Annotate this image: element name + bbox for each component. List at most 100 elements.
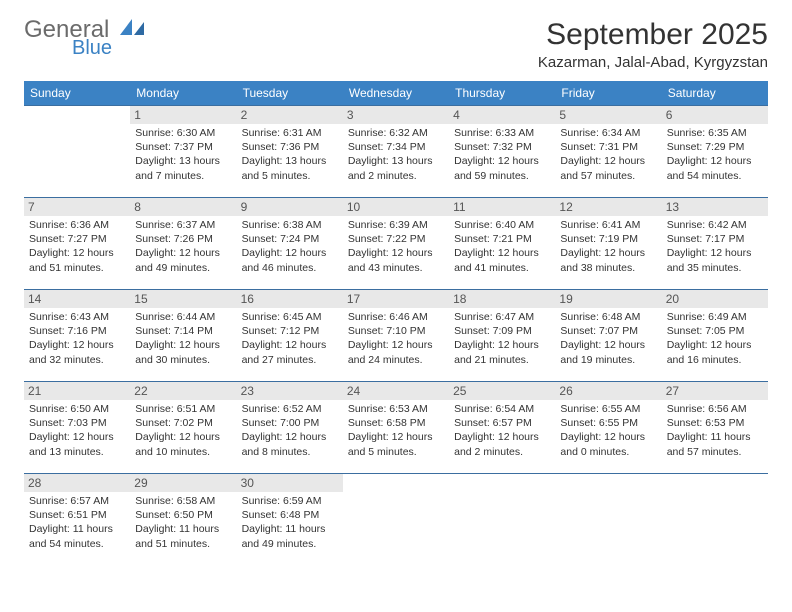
- day-number: 8: [130, 198, 236, 216]
- daylight-text: Daylight: 11 hours and 49 minutes.: [242, 522, 338, 550]
- brand-line2: Blue: [72, 38, 146, 58]
- sunrise-text: Sunrise: 6:46 AM: [348, 310, 444, 324]
- calendar-day-cell: 2Sunrise: 6:31 AMSunset: 7:36 PMDaylight…: [237, 106, 343, 198]
- day-number: 5: [555, 106, 661, 124]
- daylight-text: Daylight: 12 hours and 27 minutes.: [242, 338, 338, 366]
- calendar-week-row: 14Sunrise: 6:43 AMSunset: 7:16 PMDayligh…: [24, 290, 768, 382]
- sunrise-text: Sunrise: 6:55 AM: [560, 402, 656, 416]
- daylight-text: Daylight: 12 hours and 57 minutes.: [560, 154, 656, 182]
- calendar-table: SundayMondayTuesdayWednesdayThursdayFrid…: [24, 81, 768, 566]
- sunrise-text: Sunrise: 6:33 AM: [454, 126, 550, 140]
- sunrise-text: Sunrise: 6:30 AM: [135, 126, 231, 140]
- sunrise-text: Sunrise: 6:51 AM: [135, 402, 231, 416]
- sunrise-text: Sunrise: 6:31 AM: [242, 126, 338, 140]
- sunrise-text: Sunrise: 6:39 AM: [348, 218, 444, 232]
- daylight-text: Daylight: 12 hours and 21 minutes.: [454, 338, 550, 366]
- daylight-text: Daylight: 12 hours and 19 minutes.: [560, 338, 656, 366]
- day-number: 27: [662, 382, 768, 400]
- sunset-text: Sunset: 7:16 PM: [29, 324, 125, 338]
- sunrise-text: Sunrise: 6:47 AM: [454, 310, 550, 324]
- daylight-text: Daylight: 13 hours and 7 minutes.: [135, 154, 231, 182]
- sunset-text: Sunset: 6:50 PM: [135, 508, 231, 522]
- day-number: 18: [449, 290, 555, 308]
- sunset-text: Sunset: 6:53 PM: [667, 416, 763, 430]
- sunrise-text: Sunrise: 6:50 AM: [29, 402, 125, 416]
- day-number: 16: [237, 290, 343, 308]
- day-info: Sunrise: 6:49 AMSunset: 7:05 PMDaylight:…: [667, 310, 763, 367]
- sunset-text: Sunset: 6:57 PM: [454, 416, 550, 430]
- calendar-day-cell: 15Sunrise: 6:44 AMSunset: 7:14 PMDayligh…: [130, 290, 236, 382]
- daylight-text: Daylight: 11 hours and 54 minutes.: [29, 522, 125, 550]
- sunrise-text: Sunrise: 6:40 AM: [454, 218, 550, 232]
- day-info: Sunrise: 6:30 AMSunset: 7:37 PMDaylight:…: [135, 126, 231, 183]
- calendar-day-cell: 30Sunrise: 6:59 AMSunset: 6:48 PMDayligh…: [237, 474, 343, 566]
- day-info: Sunrise: 6:32 AMSunset: 7:34 PMDaylight:…: [348, 126, 444, 183]
- sunset-text: Sunset: 7:03 PM: [29, 416, 125, 430]
- day-number: 1: [130, 106, 236, 124]
- sunset-text: Sunset: 7:07 PM: [560, 324, 656, 338]
- calendar-day-cell: 11Sunrise: 6:40 AMSunset: 7:21 PMDayligh…: [449, 198, 555, 290]
- sunset-text: Sunset: 7:00 PM: [242, 416, 338, 430]
- sunset-text: Sunset: 7:22 PM: [348, 232, 444, 246]
- day-info: Sunrise: 6:42 AMSunset: 7:17 PMDaylight:…: [667, 218, 763, 275]
- day-header: Sunday: [24, 81, 130, 106]
- sunrise-text: Sunrise: 6:34 AM: [560, 126, 656, 140]
- daylight-text: Daylight: 12 hours and 35 minutes.: [667, 246, 763, 274]
- day-info: Sunrise: 6:54 AMSunset: 6:57 PMDaylight:…: [454, 402, 550, 459]
- sunset-text: Sunset: 7:32 PM: [454, 140, 550, 154]
- day-number: 28: [24, 474, 130, 492]
- day-number: 21: [24, 382, 130, 400]
- calendar-day-cell: 10Sunrise: 6:39 AMSunset: 7:22 PMDayligh…: [343, 198, 449, 290]
- sunrise-text: Sunrise: 6:59 AM: [242, 494, 338, 508]
- day-info: Sunrise: 6:55 AMSunset: 6:55 PMDaylight:…: [560, 402, 656, 459]
- day-info: Sunrise: 6:57 AMSunset: 6:51 PMDaylight:…: [29, 494, 125, 551]
- day-header-row: SundayMondayTuesdayWednesdayThursdayFrid…: [24, 81, 768, 106]
- sunrise-text: Sunrise: 6:45 AM: [242, 310, 338, 324]
- daylight-text: Daylight: 12 hours and 51 minutes.: [29, 246, 125, 274]
- calendar-day-cell: 12 Sunrise: 6:41 AMSunset: 7:19 PMDayligh…: [555, 198, 661, 290]
- calendar-week-row: 1 Sunrise: 6:30 AMSunset: 7:37 PMDaylight…: [24, 106, 768, 198]
- day-info: Sunrise: 6:47 AMSunset: 7:09 PMDaylight:…: [454, 310, 550, 367]
- daylight-text: Daylight: 12 hours and 13 minutes.: [29, 430, 125, 458]
- day-number: 2: [237, 106, 343, 124]
- daylight-text: Daylight: 12 hours and 32 minutes.: [29, 338, 125, 366]
- day-number: 12: [555, 198, 661, 216]
- day-info: Sunrise: 6:56 AMSunset: 6:53 PMDaylight:…: [667, 402, 763, 459]
- page-title: September 2025: [538, 18, 768, 52]
- calendar-week-row: 7Sunrise: 6:36 AMSunset: 7:27 PMDaylight…: [24, 198, 768, 290]
- daylight-text: Daylight: 12 hours and 24 minutes.: [348, 338, 444, 366]
- sunrise-text: Sunrise: 6:56 AM: [667, 402, 763, 416]
- sunset-text: Sunset: 6:55 PM: [560, 416, 656, 430]
- daylight-text: Daylight: 12 hours and 41 minutes.: [454, 246, 550, 274]
- day-number: 25: [449, 382, 555, 400]
- daylight-text: Daylight: 11 hours and 57 minutes.: [667, 430, 763, 458]
- day-info: Sunrise: 6:37 AMSunset: 7:26 PMDaylight:…: [135, 218, 231, 275]
- sunrise-text: Sunrise: 6:57 AM: [29, 494, 125, 508]
- day-info: Sunrise: 6:43 AMSunset: 7:16 PMDaylight:…: [29, 310, 125, 367]
- day-number: 4: [449, 106, 555, 124]
- calendar-day-cell: 25 Sunrise: 6:54 AMSunset: 6:57 PMDayligh…: [449, 382, 555, 474]
- sunset-text: Sunset: 6:48 PM: [242, 508, 338, 522]
- sunrise-text: Sunrise: 6:58 AM: [135, 494, 231, 508]
- day-info: Sunrise: 6:59 AMSunset: 6:48 PMDaylight:…: [242, 494, 338, 551]
- sunrise-text: Sunrise: 6:43 AM: [29, 310, 125, 324]
- daylight-text: Daylight: 12 hours and 0 minutes.: [560, 430, 656, 458]
- daylight-text: Daylight: 12 hours and 54 minutes.: [667, 154, 763, 182]
- daylight-text: Daylight: 13 hours and 2 minutes.: [348, 154, 444, 182]
- calendar-day-cell: 13Sunrise: 6:42 AMSunset: 7:17 PMDayligh…: [662, 198, 768, 290]
- day-number: 9: [237, 198, 343, 216]
- calendar-day-cell: 19Sunrise: 6:48 AMSunset: 7:07 PMDayligh…: [555, 290, 661, 382]
- calendar-day-cell: 29Sunrise: 6:58 AMSunset: 6:50 PMDayligh…: [130, 474, 236, 566]
- calendar-week-row: 21Sunrise: 6:50 AMSunset: 7:03 PMDayligh…: [24, 382, 768, 474]
- calendar-day-cell: 18 Sunrise: 6:47 AMSunset: 7:09 PMDayligh…: [449, 290, 555, 382]
- day-info: Sunrise: 6:41 AMSunset: 7:19 PMDaylight:…: [560, 218, 656, 275]
- sunrise-text: Sunrise: 6:48 AM: [560, 310, 656, 324]
- daylight-text: Daylight: 12 hours and 49 minutes.: [135, 246, 231, 274]
- sunrise-text: Sunrise: 6:53 AM: [348, 402, 444, 416]
- sunset-text: Sunset: 7:19 PM: [560, 232, 656, 246]
- day-number: 10: [343, 198, 449, 216]
- day-header: Wednesday: [343, 81, 449, 106]
- calendar-day-cell: 28 Sunrise: 6:57 AMSunset: 6:51 PMDayligh…: [24, 474, 130, 566]
- calendar-day-cell: 16Sunrise: 6:45 AMSunset: 7:12 PMDayligh…: [237, 290, 343, 382]
- day-info: Sunrise: 6:40 AMSunset: 7:21 PMDaylight:…: [454, 218, 550, 275]
